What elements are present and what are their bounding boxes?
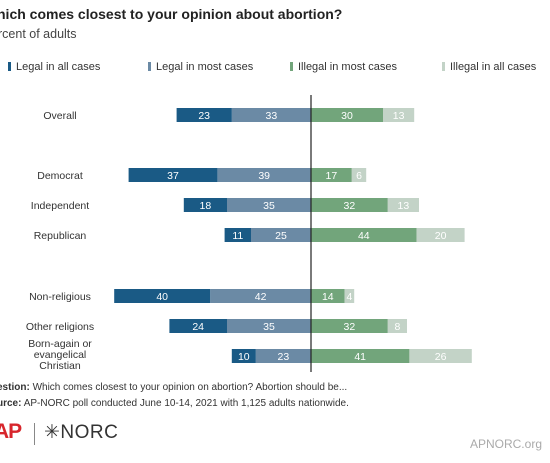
bar-segment xyxy=(416,228,465,242)
bar-value-label: 32 xyxy=(344,200,356,212)
bar-segment xyxy=(210,289,311,303)
bar-segment xyxy=(176,108,232,122)
bar-segment xyxy=(383,108,415,122)
bar-segment xyxy=(311,168,352,182)
bar-value-label: 26 xyxy=(435,351,447,363)
category-label: Democrat xyxy=(37,170,83,182)
question-label: estion: xyxy=(0,382,30,393)
bar-segment xyxy=(387,198,419,212)
legend-label: Illegal in all cases xyxy=(450,61,537,73)
source-label: urce: xyxy=(0,398,22,409)
category-label: Born-again or xyxy=(28,338,92,350)
bar-value-label: 23 xyxy=(198,110,210,122)
bar-value-label: 23 xyxy=(278,351,290,363)
bar-value-label: 13 xyxy=(398,200,410,212)
diverging-bar-chart: Legal in all cases Legal in most cases Ill… xyxy=(8,61,537,372)
bar-segment xyxy=(311,108,383,122)
bar-segment xyxy=(227,319,311,333)
site-url: APNORC.org xyxy=(469,437,542,451)
norc-star-icon: ✳ xyxy=(44,422,61,443)
bar-value-label: 42 xyxy=(255,291,267,303)
legend-label: Illegal in most cases xyxy=(298,61,398,73)
bar-segment xyxy=(311,289,345,303)
bar-value-label: 11 xyxy=(232,230,243,242)
bar-value-label: 41 xyxy=(354,351,366,363)
bar-segment xyxy=(311,319,388,333)
bar-value-label: 8 xyxy=(394,321,400,333)
norc-logo-text: NORC xyxy=(60,422,119,443)
bar-value-label: 35 xyxy=(263,321,275,333)
bar-segment xyxy=(311,198,388,212)
bar-segment xyxy=(344,289,355,303)
bar-value-label: 32 xyxy=(344,321,356,333)
bar-value-label: 6 xyxy=(356,170,362,182)
bar-segment xyxy=(409,349,472,363)
source-text: AP-NORC poll conducted June 10-14, 2021 … xyxy=(23,398,349,409)
bar-segment xyxy=(128,168,218,182)
bar-value-label: 44 xyxy=(358,230,370,242)
legend-swatch xyxy=(148,62,151,71)
bar-segment xyxy=(311,349,410,363)
bar-value-label: 17 xyxy=(326,170,338,182)
bar-value-label: 13 xyxy=(393,110,405,122)
bar-value-label: 39 xyxy=(258,170,270,182)
bar-segment xyxy=(387,319,407,333)
legend-label: Legal in most cases xyxy=(156,61,254,73)
chart-title: hich comes closest to your opinion about… xyxy=(0,6,343,22)
bar-segment xyxy=(255,349,311,363)
logo-divider xyxy=(34,423,35,445)
category-label: Christian xyxy=(39,360,81,372)
category-label: Overall xyxy=(43,110,76,122)
category-label: Other religions xyxy=(26,321,94,333)
bar-segment xyxy=(311,228,417,242)
bar-segment xyxy=(183,198,227,212)
bar-value-label: 33 xyxy=(266,110,278,122)
ap-logo: AP xyxy=(0,420,22,443)
bar-segment xyxy=(224,228,251,242)
bar-segment xyxy=(231,349,256,363)
source-footnote: urce: AP-NORC poll conducted June 10-14,… xyxy=(0,398,349,409)
bar-value-label: 4 xyxy=(346,291,352,303)
bar-value-label: 25 xyxy=(275,230,287,242)
bar-value-label: 37 xyxy=(167,170,179,182)
category-label: evangelical xyxy=(34,349,87,361)
bar-value-label: 18 xyxy=(200,200,212,212)
legend-label: Legal in all cases xyxy=(16,61,101,73)
bar-value-label: 30 xyxy=(341,110,353,122)
category-label: Non-religious xyxy=(29,291,91,303)
legend-swatch xyxy=(290,62,293,71)
category-label: Independent xyxy=(31,200,89,212)
bar-segment xyxy=(231,108,311,122)
legend-swatch xyxy=(8,62,11,71)
question-text: Which comes closest to your opinion on a… xyxy=(32,382,348,393)
norc-logo: ✳NORC xyxy=(44,421,118,444)
bar-value-label: 35 xyxy=(263,200,275,212)
bar-value-label: 24 xyxy=(192,321,204,333)
bar-value-label: 20 xyxy=(435,230,447,242)
category-label: Republican xyxy=(34,230,87,242)
bar-value-label: 14 xyxy=(322,291,334,303)
bar-segment xyxy=(217,168,311,182)
chart-subtitle: rcent of adults xyxy=(0,27,77,41)
bar-segment xyxy=(169,319,227,333)
bar-value-label: 10 xyxy=(238,351,250,363)
bar-segment xyxy=(251,228,311,242)
legend-swatch xyxy=(442,62,445,71)
bar-segment xyxy=(114,289,211,303)
bar-segment xyxy=(351,168,367,182)
bar-segment xyxy=(227,198,311,212)
bar-value-label: 40 xyxy=(156,291,168,303)
question-footnote: estion: Which comes closest to your opin… xyxy=(0,382,347,393)
